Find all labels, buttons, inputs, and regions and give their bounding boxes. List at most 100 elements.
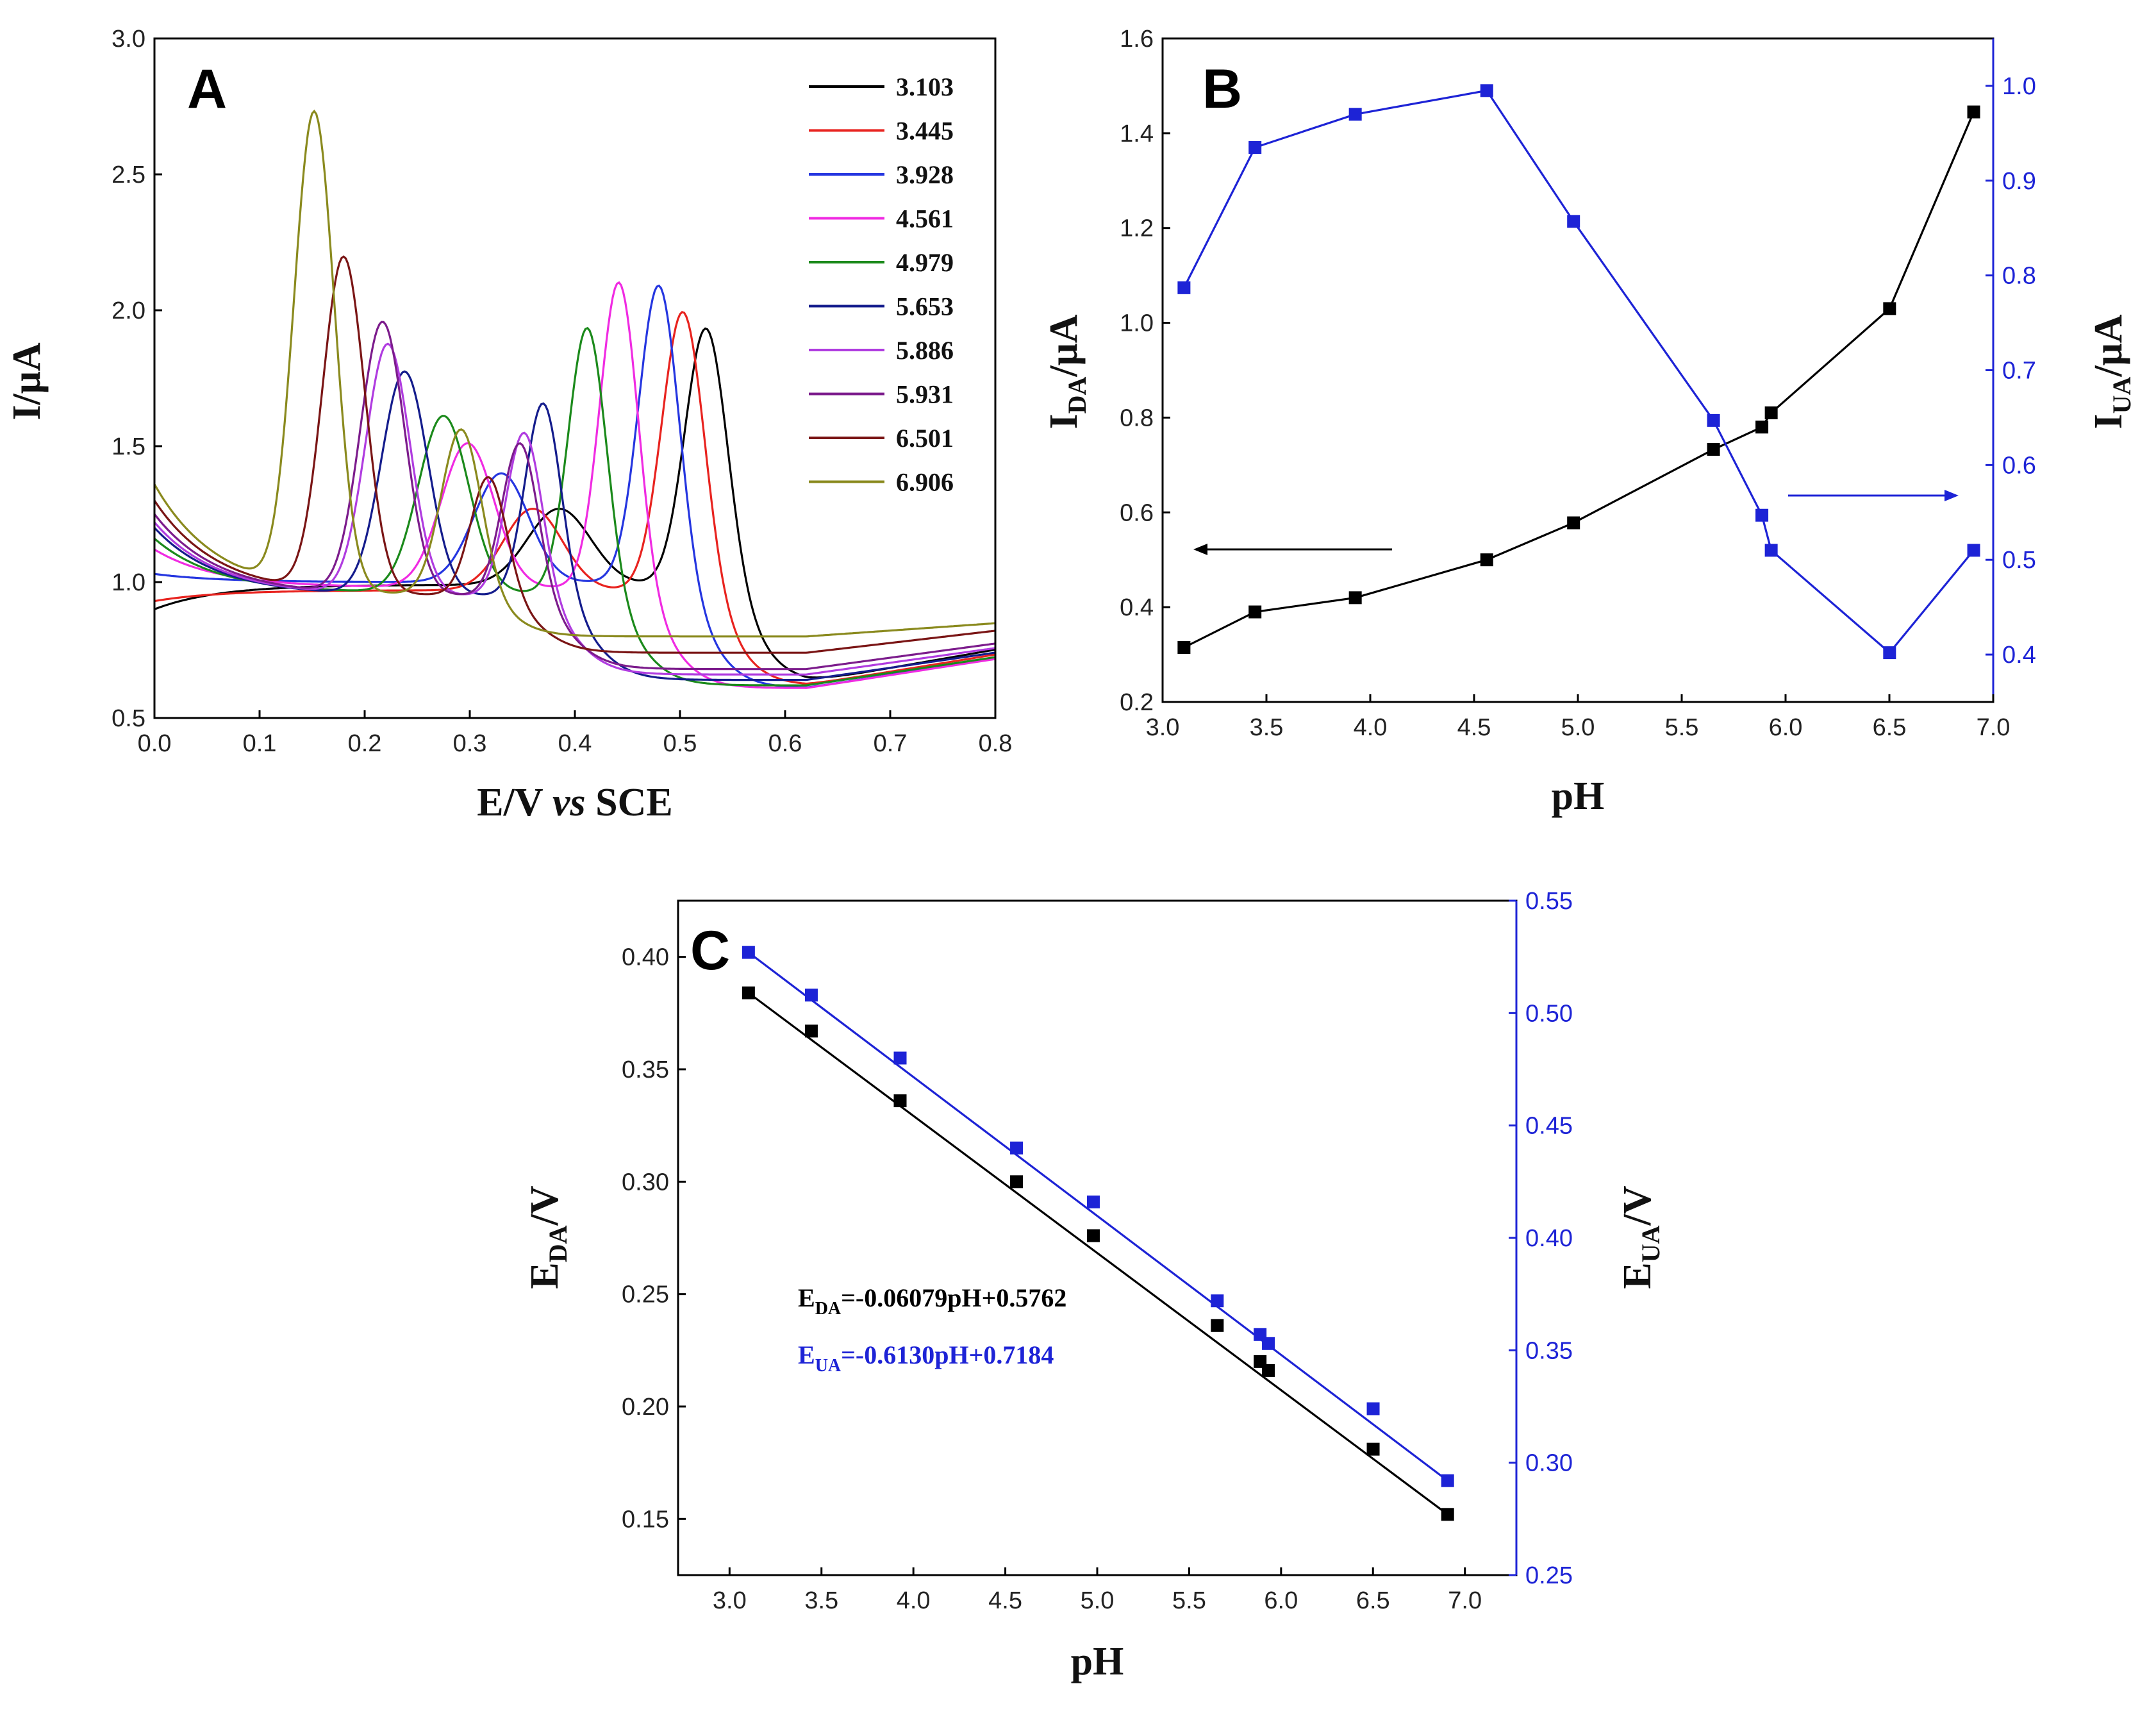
c-right-tick-label: 0.35 xyxy=(1525,1337,1573,1364)
a-legend-label: 6.501 xyxy=(896,424,954,453)
b-left-tick-label: 1.6 xyxy=(1120,26,1154,53)
a-legend-label: 5.931 xyxy=(896,380,954,409)
c-left-title-unit: /V xyxy=(523,1185,567,1226)
a-y-tick-label: 3.0 xyxy=(112,26,145,53)
c-right-y-axis-title: EUA/V xyxy=(1616,1185,1665,1289)
c-point-e-da xyxy=(1211,1319,1224,1332)
b-point-i-ua xyxy=(1764,544,1778,557)
c-left-tick-label: 0.25 xyxy=(622,1281,669,1308)
b-point-i-da xyxy=(1707,442,1720,456)
b-right-tick-label: 0.7 xyxy=(2002,358,2036,385)
b-left-y-axis-title: IDA/μA xyxy=(1042,314,1091,429)
b-left-tick-label: 1.0 xyxy=(1120,310,1154,337)
c-right-tick-label: 0.50 xyxy=(1525,1000,1573,1027)
a-x-tick-label: 0.1 xyxy=(243,730,277,757)
c-point-e-ua xyxy=(1010,1141,1024,1155)
c-x-tick-label: 4.5 xyxy=(988,1587,1022,1614)
b-point-i-ua xyxy=(1883,646,1896,660)
a-curve-6-501 xyxy=(153,255,996,654)
b-point-i-da xyxy=(1480,553,1493,567)
a-legend-label: 5.886 xyxy=(896,336,954,365)
a-curves xyxy=(153,109,996,689)
b-right-tick-label: 0.9 xyxy=(2002,168,2036,195)
c-fit-equation-da: EDA=-0.06079pH+0.5762 xyxy=(798,1283,1066,1319)
b-point-i-da xyxy=(1764,406,1778,420)
b-right-arrowhead xyxy=(1945,490,1959,501)
b-x-tick-label: 4.5 xyxy=(1457,714,1491,741)
b-point-i-ua xyxy=(1567,215,1580,228)
c-point-e-ua xyxy=(1366,1402,1380,1415)
b-point-i-da xyxy=(1967,105,1980,119)
a-x-title-part3: SCE xyxy=(586,781,673,824)
c-eq-da-sub: DA xyxy=(815,1299,842,1319)
c-x-tick-label: 3.5 xyxy=(804,1587,838,1614)
c-left-y-axis-title: EDA/V xyxy=(523,1185,572,1289)
panel-label-a: A xyxy=(187,58,227,120)
c-point-e-da xyxy=(742,986,755,999)
b-point-i-ua xyxy=(1967,544,1980,557)
c-left-title-sub: DA xyxy=(543,1225,572,1262)
c-left-tick-label: 0.30 xyxy=(622,1169,669,1196)
c-fit-equation-ua: EUA=-0.6130pH+0.7184 xyxy=(798,1340,1054,1376)
b-left-tick-label: 0.6 xyxy=(1120,499,1154,526)
b-left-tick-label: 1.4 xyxy=(1120,121,1154,147)
b-right-title-unit: /μA xyxy=(2087,314,2130,377)
c-x-tick-label: 7.0 xyxy=(1448,1587,1482,1614)
c-eq-ua-sub: UA xyxy=(815,1356,842,1376)
c-point-e-ua xyxy=(1262,1337,1275,1350)
a-x-title-part1: E/V xyxy=(477,781,552,824)
c-left-title-main: E xyxy=(523,1262,567,1289)
b-point-i-ua xyxy=(1177,281,1191,294)
b-left-tick-label: 1.2 xyxy=(1120,215,1154,242)
a-curve-4-561 xyxy=(154,281,996,689)
a-legend-label: 4.561 xyxy=(896,204,954,233)
a-x-tick-label: 0.8 xyxy=(979,730,1013,757)
b-line-i-ua xyxy=(1182,89,1975,655)
a-y-tick-label: 0.5 xyxy=(112,705,145,732)
b-right-tick-label: 0.8 xyxy=(2002,263,2036,290)
a-x-title-italic: vs xyxy=(552,781,586,824)
c-right-title-sub: UA xyxy=(1636,1225,1665,1262)
a-x-tick-label: 0.4 xyxy=(558,730,592,757)
c-point-e-ua xyxy=(804,989,818,1002)
c-point-e-da xyxy=(1086,1229,1100,1242)
a-y-tick-label: 2.0 xyxy=(112,297,145,324)
a-x-tick-label: 0.7 xyxy=(874,730,908,757)
a-y-tick-label: 1.0 xyxy=(112,569,145,596)
b-point-i-ua xyxy=(1248,141,1262,154)
b-point-i-ua xyxy=(1480,84,1493,97)
b-x-axis-title: pH xyxy=(1552,774,1605,818)
b-point-i-da xyxy=(1755,421,1769,434)
b-point-i-da xyxy=(1248,605,1262,619)
c-eq-da-text: =-0.06079pH+0.5762 xyxy=(841,1283,1066,1312)
c-point-e-da xyxy=(804,1024,818,1038)
c-fit-line-e-da xyxy=(747,992,1448,1515)
panel-a: 0.0 0.1 0.2 0.3 0.4 0.5 0.6 0.7 0.8 0.5 1.0 1.5 2.0 2… xyxy=(5,26,1012,824)
c-point-e-ua xyxy=(1211,1294,1224,1308)
b-line-i-da xyxy=(1183,111,1975,649)
a-x-tick-label: 0.6 xyxy=(768,730,802,757)
b-right-tick-label: 0.4 xyxy=(2002,642,2036,669)
c-series xyxy=(742,946,1454,1521)
c-right-title-main: E xyxy=(1616,1262,1659,1289)
b-x-tick-label: 6.0 xyxy=(1769,714,1803,741)
b-right-tick-label: 0.5 xyxy=(2002,547,2036,574)
c-right-title-unit: /V xyxy=(1616,1185,1659,1226)
c-x-axis-title: pH xyxy=(1071,1640,1124,1683)
a-legend-label: 3.928 xyxy=(896,160,954,189)
b-ticks: 3.0 3.5 4.0 4.5 5.0 5.5 6.0 6.5 7.0 0.2 0.4 0.6 0.8 1… xyxy=(1120,26,2036,741)
b-left-title-unit: /μA xyxy=(1042,314,1086,377)
c-x-tick-label: 6.0 xyxy=(1264,1587,1298,1614)
a-legend-label: 6.906 xyxy=(896,468,954,497)
c-x-tick-label: 3.0 xyxy=(713,1587,747,1614)
c-right-tick-label: 0.55 xyxy=(1525,888,1573,915)
c-right-tick-label: 0.45 xyxy=(1525,1113,1573,1140)
c-right-tick-label: 0.30 xyxy=(1525,1450,1573,1477)
panel-label-c: C xyxy=(690,920,730,981)
a-x-axis-title: E/V vs SCE xyxy=(477,781,673,824)
b-point-i-da xyxy=(1177,640,1191,654)
c-x-tick-label: 6.5 xyxy=(1356,1587,1390,1614)
c-x-tick-label: 4.0 xyxy=(897,1587,931,1614)
c-point-e-ua xyxy=(1441,1474,1454,1487)
a-legend-label: 3.103 xyxy=(896,72,954,101)
